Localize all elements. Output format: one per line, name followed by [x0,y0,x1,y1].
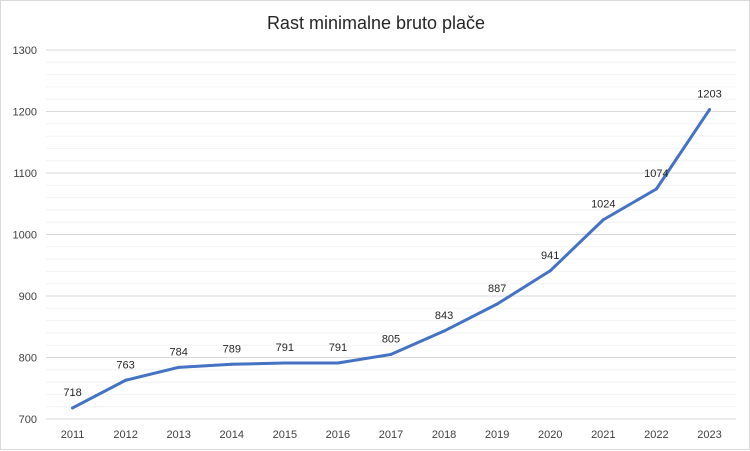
data-label: 791 [329,342,347,354]
x-tick-label: 2018 [432,429,456,441]
data-point [654,187,658,191]
data-labels: 718 763 784 789 791 791 805 843 887 941 1024 1074 12… [63,89,721,399]
y-tick-label: 1000 [13,230,37,242]
data-point [124,378,128,382]
x-tick-label: 2015 [273,429,297,441]
data-label: 784 [170,346,188,358]
data-point [707,108,711,112]
y-tick-label: 1100 [13,168,37,180]
data-point [230,362,234,366]
data-label: 843 [435,310,453,322]
x-axis-tick-labels: 2011 2012 2013 2014 2015 2016 2017 2018 2019 2020… [61,429,722,441]
x-tick-label: 2011 [61,429,85,441]
gridlines [46,49,736,420]
data-label: 805 [382,333,400,345]
y-tick-label: 1300 [13,45,37,57]
data-point [336,361,340,365]
data-point [442,329,446,333]
data-point [548,269,552,273]
data-point [177,365,181,369]
x-tick-label: 2019 [485,429,509,441]
x-tick-label: 2014 [220,429,244,441]
x-tick-label: 2013 [166,429,190,441]
y-tick-label: 800 [19,353,37,365]
data-label: 1203 [697,89,721,101]
y-tick-label: 700 [19,414,37,426]
data-label: 763 [116,359,134,371]
y-tick-label: 900 [19,291,37,303]
y-tick-label: 1200 [13,107,37,119]
data-point [601,218,605,222]
data-label: 791 [276,342,294,354]
x-tick-label: 2012 [113,429,137,441]
data-point [71,406,75,410]
data-label: 789 [223,343,241,355]
y-axis-tick-labels: 700 800 900 1000 1100 1200 1300 [13,45,37,426]
x-tick-label: 2017 [379,429,403,441]
x-tick-label: 2020 [538,429,562,441]
x-tick-label: 2021 [591,429,615,441]
data-point [389,352,393,356]
data-label: 1074 [644,168,668,180]
data-label: 887 [488,283,506,295]
x-tick-label: 2016 [326,429,350,441]
x-tick-label: 2022 [644,429,668,441]
x-tick-label: 2023 [697,429,721,441]
data-label: 1024 [591,199,615,211]
data-label: 941 [541,250,559,262]
chart-title: Rast minimalne bruto plače [267,13,485,33]
data-point [495,302,499,306]
data-label: 718 [63,387,81,399]
series-layer [71,108,711,410]
data-point [283,361,287,365]
